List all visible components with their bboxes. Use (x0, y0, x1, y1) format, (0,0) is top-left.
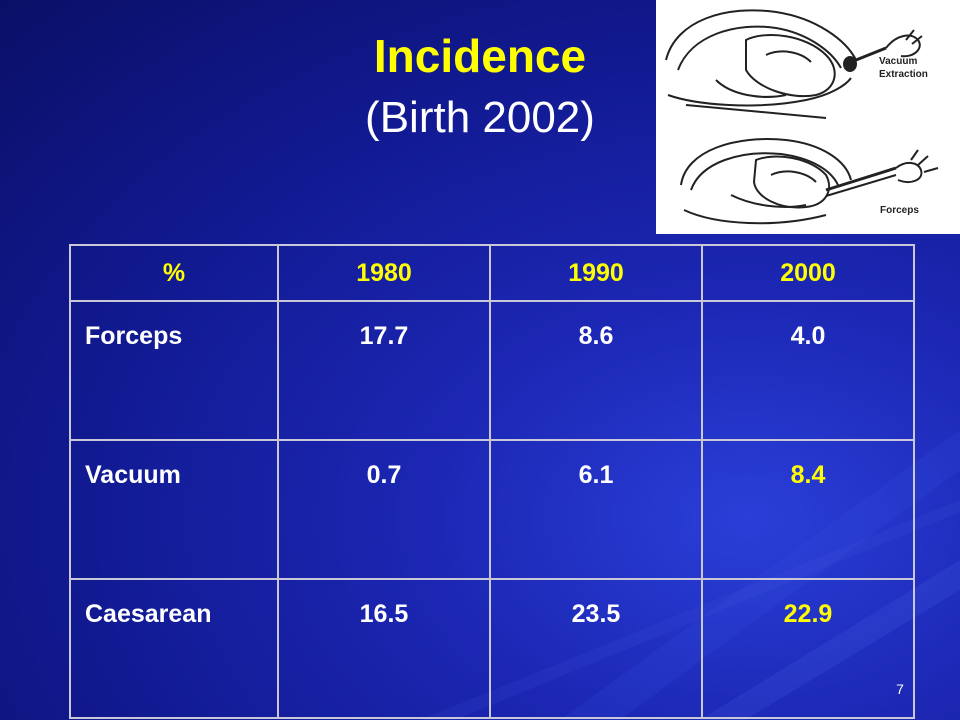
cell-caesarean-2000: 22.9 (701, 578, 915, 719)
table-header-2000: 2000 (701, 244, 915, 302)
delivery-drawing: Vacuum Extraction Forceps (665, 9, 939, 225)
table-header-1980: 1980 (277, 244, 491, 302)
table-row-vacuum: Vacuum 0.7 6.1 8.4 (69, 439, 915, 580)
table-header-percent: % (69, 244, 279, 302)
cell-forceps-1990: 8.6 (489, 300, 703, 441)
cell-vacuum-1980: 0.7 (277, 439, 491, 580)
table-header-row: % 1980 1990 2000 (69, 244, 915, 302)
forceps-drawing (680, 138, 939, 225)
delivery-illustration: Vacuum Extraction Forceps (656, 0, 960, 234)
row-label-caesarean: Caesarean (69, 578, 279, 719)
cell-forceps-1980: 17.7 (277, 300, 491, 441)
slide-subtitle: (Birth 2002) (365, 93, 595, 142)
row-label-forceps: Forceps (69, 300, 279, 441)
slide-title: Incidence (373, 30, 587, 82)
forceps-label: Forceps (880, 205, 919, 216)
table-row-caesarean: Caesarean 16.5 23.5 22.9 (69, 578, 915, 719)
vacuum-extraction-drawing (665, 9, 923, 119)
table-row-forceps: Forceps 17.7 8.6 4.0 (69, 300, 915, 441)
table-header-1990: 1990 (489, 244, 703, 302)
vacuum-label-line2: Extraction (879, 69, 928, 80)
cell-caesarean-1980: 16.5 (277, 578, 491, 719)
row-label-vacuum: Vacuum (69, 439, 279, 580)
vacuum-cup-icon (843, 56, 857, 72)
cell-forceps-2000: 4.0 (701, 300, 915, 441)
cell-caesarean-1990: 23.5 (489, 578, 703, 719)
cell-vacuum-2000: 8.4 (701, 439, 915, 580)
page-number: 7 (896, 681, 904, 697)
vacuum-label-line1: Vacuum (879, 56, 917, 67)
incidence-table: % 1980 1990 2000 Forceps 17.7 8.6 4.0 Va… (69, 244, 915, 719)
cell-vacuum-1990: 6.1 (489, 439, 703, 580)
